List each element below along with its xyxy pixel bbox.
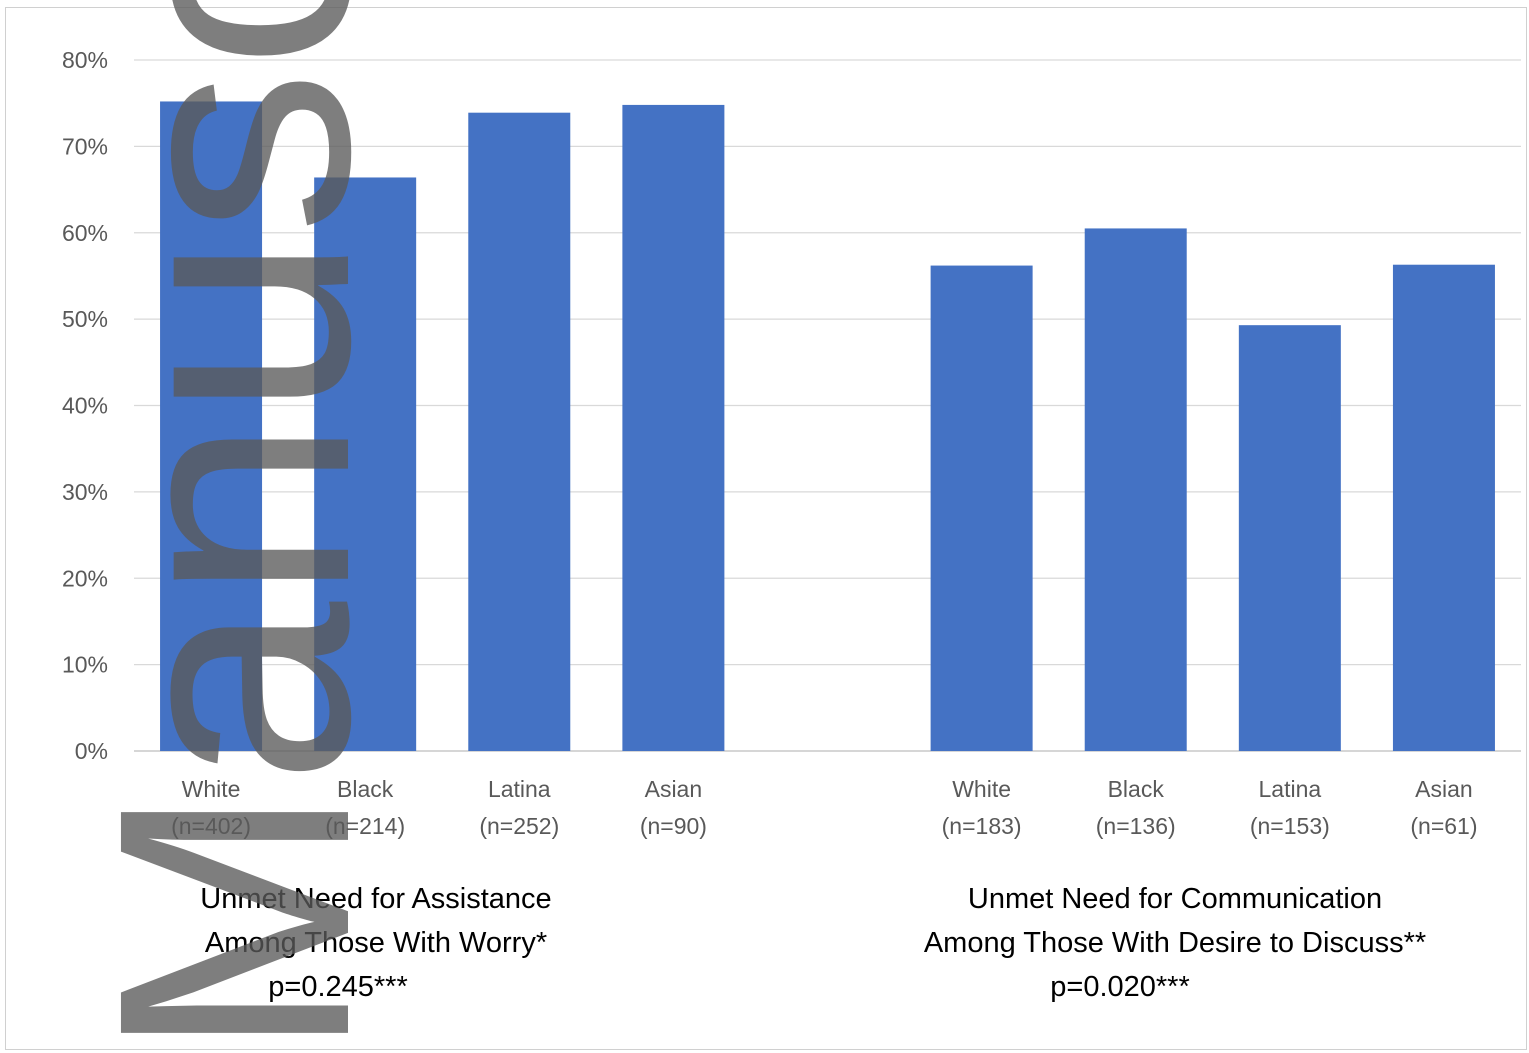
category-n-label: (n=90) [640,813,707,839]
y-tick-label: 70% [62,133,108,159]
group-title-line: p=0.245*** [268,971,408,1003]
category-label: Latina [488,776,551,802]
category-n-label: (n=61) [1410,813,1477,839]
bar [1392,264,1495,751]
group-title-line: Among Those With Worry* [205,927,547,959]
bar [468,112,571,752]
category-label: Latina [1258,776,1321,802]
y-tick-label: 10% [62,652,108,678]
bar [160,101,263,751]
category-labels: White (n=402) Black (n=214) Latina (n=252) Asi… [171,776,1477,839]
category-label: Asian [645,776,703,802]
y-tick-label: 20% [62,565,108,591]
bar [622,104,725,752]
category-n-label: (n=214) [325,813,405,839]
bar [314,177,417,752]
group-title-line: Among Those With Desire to Discuss** [924,927,1426,959]
bars [160,101,1495,752]
bar [1084,228,1187,751]
y-tick-label: 60% [62,220,108,246]
category-label: White [182,776,241,802]
y-tick-label: 30% [62,479,108,505]
category-n-label: (n=136) [1096,813,1176,839]
y-tick-label: 0% [75,738,108,764]
category-n-label: (n=183) [942,813,1022,839]
category-label: White [952,776,1011,802]
category-label: Asian [1415,776,1473,802]
group-title-line: Unmet Need for Communication [968,883,1382,915]
manuscript-watermark: Manuscript [49,0,420,1053]
y-axis-tick-labels: 0% 10% 20% 30% 40% 50% 60% 70% 80% [62,47,108,764]
category-label: Black [337,776,394,802]
group-title-line: Unmet Need for Assistance [200,883,551,915]
y-tick-label: 40% [62,393,108,419]
category-label: Black [1108,776,1165,802]
bar [1238,325,1341,751]
category-n-label: (n=153) [1250,813,1330,839]
category-n-label: (n=402) [171,813,251,839]
y-tick-label: 80% [62,47,108,73]
category-n-label: (n=252) [479,813,559,839]
group-titles: Unmet Need for Assistance Among Those Wit… [200,883,1426,1003]
y-tick-label: 50% [62,306,108,332]
bar [930,265,1033,751]
group-title-line: p=0.020*** [1050,971,1190,1003]
